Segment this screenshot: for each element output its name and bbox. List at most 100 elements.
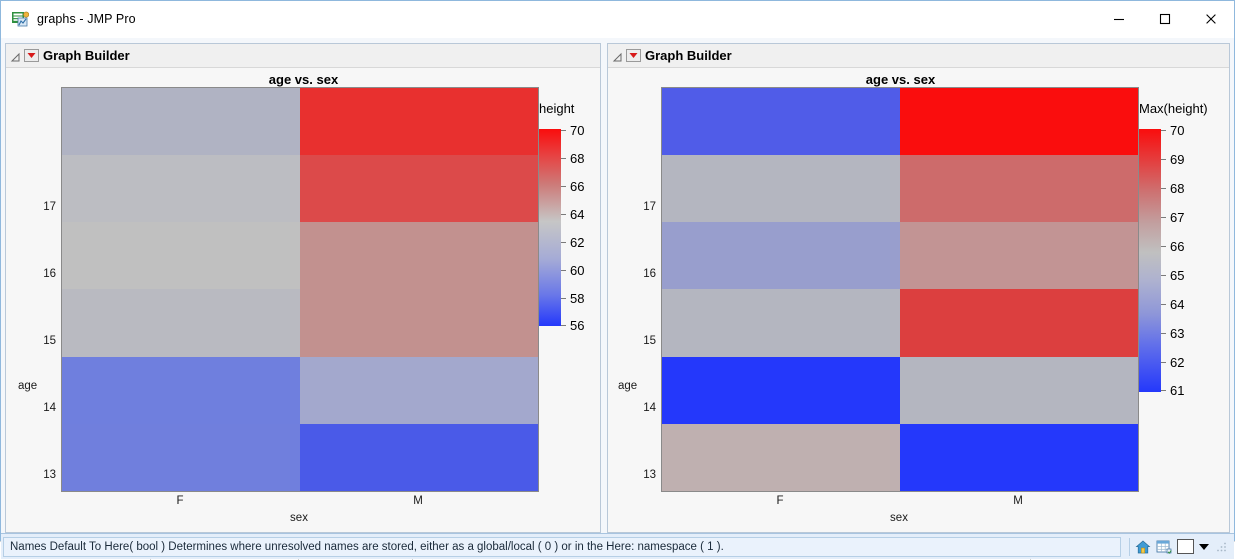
graph-builder-panel-right: Graph Builder age vs. sex 17 16 15 14 13… bbox=[607, 43, 1230, 548]
close-button[interactable] bbox=[1188, 1, 1234, 37]
heatmap-left[interactable] bbox=[61, 87, 539, 492]
legend-dash-right-5 bbox=[1161, 275, 1166, 276]
y-tick-right-16: 16 bbox=[643, 268, 656, 280]
x-axis-label-right: sex bbox=[890, 512, 908, 524]
heatmap-cell-left-15-M[interactable] bbox=[300, 222, 538, 290]
heatmap-cell-left-13-M[interactable] bbox=[300, 356, 538, 424]
legend-color-gradient-right[interactable] bbox=[1139, 129, 1161, 392]
maximize-button[interactable] bbox=[1142, 1, 1188, 37]
heatmap-cell-right-13-M[interactable] bbox=[900, 356, 1138, 424]
y-tick-left-14: 14 bbox=[43, 402, 56, 414]
outline-title-right: Graph Builder bbox=[645, 48, 732, 63]
window-controls bbox=[1096, 1, 1234, 37]
graph-canvas-right: age vs. sex 17 16 15 14 13 12 age bbox=[608, 68, 1229, 548]
heatmap-cell-left-14-F[interactable] bbox=[62, 289, 300, 357]
status-message-box: Names Default To Here( bool ) Determines… bbox=[3, 536, 1121, 557]
legend-color-gradient-left[interactable] bbox=[539, 129, 561, 326]
legend-dash-left-0 bbox=[561, 130, 566, 131]
x-tick-right-M: M bbox=[1013, 495, 1023, 507]
legend-tick-right-65: 65 bbox=[1170, 268, 1185, 283]
heatmap-cell-left-13-F[interactable] bbox=[62, 356, 300, 424]
status-bar-tools bbox=[1121, 537, 1232, 556]
status-message: Names Default To Here( bool ) Determines… bbox=[10, 540, 724, 553]
legend-title-right: Max(height) bbox=[1139, 101, 1208, 116]
heatmap-cell-left-16-M[interactable] bbox=[300, 155, 538, 223]
y-tick-left-15: 15 bbox=[43, 335, 56, 347]
legend-dash-left-7 bbox=[561, 325, 566, 326]
chevron-down-icon[interactable] bbox=[1199, 543, 1209, 550]
legend-tick-right-70: 70 bbox=[1170, 123, 1185, 138]
legend-tick-left-64: 64 bbox=[570, 207, 585, 222]
window-title: graphs - JMP Pro bbox=[37, 12, 136, 26]
graph-title-right: age vs. sex bbox=[865, 72, 936, 87]
legend-tick-group-right: 70 69 68 67 66 65 64 63 62 61 bbox=[1139, 124, 1219, 397]
status-divider bbox=[1129, 537, 1130, 556]
legend-dash-right-7 bbox=[1161, 333, 1166, 334]
outline-header-left[interactable]: Graph Builder bbox=[6, 44, 600, 68]
legend-dash-right-8 bbox=[1161, 362, 1166, 363]
x-axis-label-left: sex bbox=[290, 512, 308, 524]
heatmap-cell-left-14-M[interactable] bbox=[300, 289, 538, 357]
heatmap-cell-right-17-M[interactable] bbox=[900, 88, 1138, 156]
status-bar: Names Default To Here( bool ) Determines… bbox=[1, 533, 1234, 559]
legend-tick-right-67: 67 bbox=[1170, 210, 1185, 225]
heatmap-cell-right-15-M[interactable] bbox=[900, 222, 1138, 290]
x-tick-left-F: F bbox=[176, 495, 184, 507]
heatmap-cell-left-17-F[interactable] bbox=[62, 88, 300, 156]
legend-tick-left-66: 66 bbox=[570, 179, 585, 194]
heatmap-cell-right-14-F[interactable] bbox=[662, 289, 900, 357]
heatmap-cell-right-16-M[interactable] bbox=[900, 155, 1138, 223]
home-icon[interactable] bbox=[1135, 539, 1151, 555]
disclosure-triangle-icon-right[interactable] bbox=[612, 50, 623, 62]
heatmap-cell-right-17-F[interactable] bbox=[662, 88, 900, 156]
y-tick-right-13: 13 bbox=[643, 469, 656, 481]
heatmap-cell-left-16-F[interactable] bbox=[62, 155, 300, 223]
legend-tick-right-66: 66 bbox=[1170, 239, 1185, 254]
legend-dash-right-9 bbox=[1161, 390, 1166, 391]
heatmap-cell-left-17-M[interactable] bbox=[300, 88, 538, 156]
heatmap-cell-right-14-M[interactable] bbox=[900, 289, 1138, 357]
red-triangle-menu-icon-right[interactable] bbox=[626, 49, 641, 62]
color-swatch-box[interactable] bbox=[1177, 539, 1194, 554]
legend-tick-right-64: 64 bbox=[1170, 297, 1185, 312]
legend-tick-left-70: 70 bbox=[570, 123, 585, 138]
y-tick-left-17: 17 bbox=[43, 201, 56, 213]
legend-dash-right-4 bbox=[1161, 246, 1166, 247]
red-triangle-menu-icon-left[interactable] bbox=[24, 49, 39, 62]
y-tick-right-17: 17 bbox=[643, 201, 656, 213]
heatmap-cell-right-16-F[interactable] bbox=[662, 155, 900, 223]
heatmap-cell-right-13-F[interactable] bbox=[662, 356, 900, 424]
legend-dash-left-4 bbox=[561, 242, 566, 243]
report-content-area: Graph Builder age vs. sex 17 16 15 14 13… bbox=[1, 38, 1234, 559]
heatmap-cell-left-12-M[interactable] bbox=[300, 423, 538, 491]
legend-dash-right-6 bbox=[1161, 304, 1166, 305]
legend-tick-left-60: 60 bbox=[570, 263, 585, 278]
heatmap-cell-right-12-F[interactable] bbox=[662, 423, 900, 491]
legend-dash-right-1 bbox=[1161, 159, 1166, 160]
legend-dash-left-5 bbox=[561, 270, 566, 271]
y-tick-right-15: 15 bbox=[643, 335, 656, 347]
legend-dash-left-2 bbox=[561, 186, 566, 187]
outline-header-right[interactable]: Graph Builder bbox=[608, 44, 1229, 68]
data-table-icon[interactable] bbox=[1156, 539, 1172, 555]
legend-dash-right-3 bbox=[1161, 217, 1166, 218]
y-tick-left-13: 13 bbox=[43, 469, 56, 481]
resize-grip-icon[interactable] bbox=[1214, 540, 1228, 554]
minimize-button[interactable] bbox=[1096, 1, 1142, 37]
legend-tick-right-62: 62 bbox=[1170, 355, 1185, 370]
legend-tick-right-69: 69 bbox=[1170, 152, 1185, 167]
legend-title-left: height bbox=[539, 101, 575, 116]
heatmap-cell-right-15-F[interactable] bbox=[662, 222, 900, 290]
x-tick-left-M: M bbox=[413, 495, 423, 507]
y-tick-right-14: 14 bbox=[643, 402, 656, 414]
y-axis-label-left: age bbox=[18, 380, 38, 392]
heatmap-cell-left-12-F[interactable] bbox=[62, 423, 300, 491]
legend-dash-left-6 bbox=[561, 298, 566, 299]
heatmap-cell-right-12-M[interactable] bbox=[900, 423, 1138, 491]
y-axis-label-right: age bbox=[618, 380, 638, 392]
graph-canvas-left: age vs. sex 17 16 15 14 13 12 age bbox=[6, 68, 600, 548]
heatmap-right[interactable] bbox=[661, 87, 1139, 492]
heatmap-cell-left-15-F[interactable] bbox=[62, 222, 300, 290]
disclosure-triangle-icon-left[interactable] bbox=[10, 50, 21, 62]
jmp-app-icon bbox=[11, 10, 30, 28]
